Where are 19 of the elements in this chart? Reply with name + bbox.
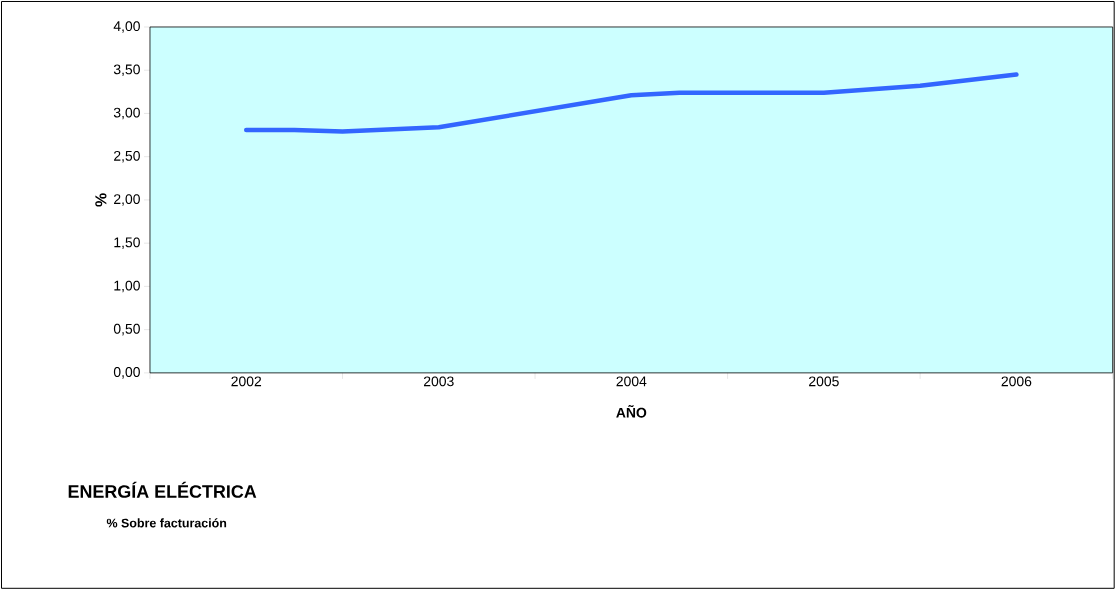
y-tick-label: 3,50 [113, 64, 140, 77]
y-tick-label: 2,50 [114, 151, 140, 163]
y-tick-label: 0,50 [113, 323, 140, 336]
y-tick-label: 1,00 [114, 280, 140, 293]
x-tick-label: 2004 [616, 376, 647, 387]
y-tick-label: 3,00 [113, 107, 140, 120]
text: % Sobre facturación [106, 518, 227, 528]
y-axis-title: % [95, 193, 107, 207]
line-series [243, 72, 1019, 134]
x-tick-label: 2006 [1001, 376, 1032, 387]
x-tick-label: 2003 [423, 376, 454, 387]
x-axis-title: AÑO [616, 405, 647, 418]
text: ENERGÍA ELÉCTRICA [68, 481, 257, 498]
y-tick-label: 0,00 [113, 367, 140, 379]
y-tick-label: 2,00 [114, 194, 140, 206]
x-tick-label: 2002 [231, 376, 262, 387]
y-tick-label: 4,00 [113, 21, 140, 33]
x-tick-label: 2005 [809, 376, 839, 387]
y-tick-label: 1,50 [114, 237, 140, 250]
